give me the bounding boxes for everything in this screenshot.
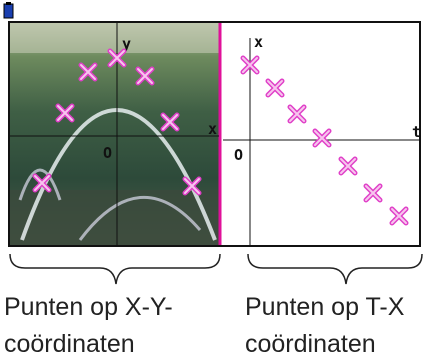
point-marker bbox=[314, 130, 330, 146]
battery-icon bbox=[3, 3, 14, 19]
caption: Punten op X-Y- bbox=[4, 293, 173, 321]
fountain-small bbox=[18, 168, 62, 201]
axis-label: y bbox=[122, 35, 131, 53]
point-markers bbox=[32, 48, 409, 226]
photo-water bbox=[10, 190, 220, 245]
axis-label: x bbox=[208, 120, 217, 138]
brace bbox=[247, 253, 423, 285]
point-marker bbox=[391, 208, 407, 224]
point-marker bbox=[57, 105, 73, 121]
caption: coördinaten bbox=[245, 330, 376, 358]
point-marker bbox=[109, 50, 125, 66]
origin-label: O bbox=[103, 144, 112, 162]
caption: coördinaten bbox=[4, 330, 135, 358]
point-marker bbox=[365, 185, 381, 201]
fountain-low bbox=[78, 195, 202, 241]
point-marker bbox=[184, 178, 200, 194]
point-marker bbox=[242, 57, 258, 73]
point-marker bbox=[340, 158, 356, 174]
photo-wall bbox=[10, 23, 220, 53]
point-marker bbox=[137, 68, 153, 84]
axis-label: t bbox=[412, 123, 421, 141]
point-marker bbox=[34, 175, 50, 191]
brace bbox=[9, 253, 221, 285]
point-marker bbox=[162, 114, 178, 130]
point-marker bbox=[80, 64, 96, 80]
caption: Punten op T-X bbox=[245, 293, 405, 321]
battery-tip bbox=[6, 2, 11, 5]
point-marker bbox=[267, 80, 283, 96]
origin-label: O bbox=[234, 146, 243, 164]
point-marker bbox=[289, 106, 305, 122]
axis-label: x bbox=[254, 33, 263, 51]
